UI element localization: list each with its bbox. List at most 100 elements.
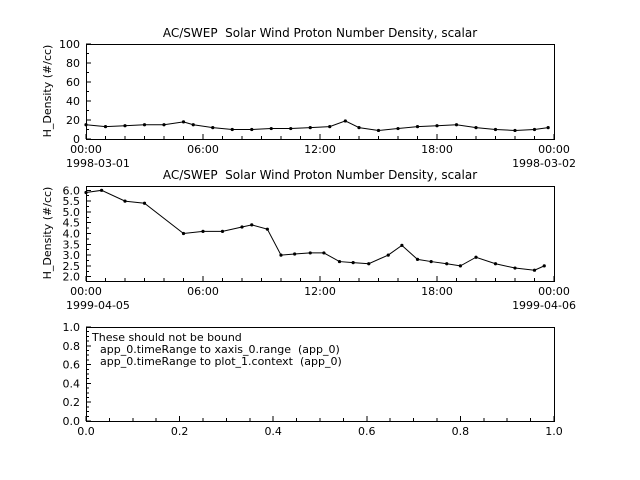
plot0-end-date: 1998-03-02 (512, 157, 576, 170)
data-point (386, 253, 390, 257)
y-tick-label: 0.6 (63, 359, 81, 372)
y-tick-label: 0.8 (63, 340, 81, 353)
data-point (279, 253, 283, 257)
y-tick-label: 2.5 (63, 260, 81, 273)
data-point (211, 126, 215, 130)
data-point (445, 262, 449, 266)
data-point (435, 124, 439, 128)
data-point (454, 123, 459, 127)
binding-note-line-1: These should not be bound (92, 331, 242, 344)
data-point (542, 264, 546, 268)
data-point (265, 227, 269, 231)
data-line (85, 120, 549, 131)
data-point (357, 126, 361, 130)
data-point (415, 257, 420, 262)
data-point (337, 259, 342, 264)
plot1-end-date: 1999-04-06 (512, 299, 576, 312)
data-point (308, 251, 312, 255)
data-point (191, 123, 195, 127)
data-point (328, 125, 332, 129)
plot-2: 0.0 0.2 0.4 0.6 0.8 1.0 0.0 0.2 0.4 0.6 0.8 1.0 (63, 321, 563, 438)
y-tick-label: 20 (66, 114, 80, 127)
data-point (458, 264, 462, 268)
data-point (293, 252, 297, 256)
data-point (513, 266, 517, 270)
x-tick-label: 00:00 (538, 285, 570, 298)
data-point (532, 127, 537, 132)
data-point (474, 255, 478, 259)
data-point (493, 127, 498, 132)
y-tick-label: 5.0 (63, 206, 81, 219)
data-point (181, 231, 186, 236)
x-tick-label: 0.6 (358, 425, 376, 438)
y-tick-label: 1.0 (63, 321, 81, 334)
x-tick-label: 12:00 (304, 285, 336, 298)
y-tick-label: 4.5 (63, 217, 81, 230)
plot-frame[interactable] (86, 186, 555, 282)
data-point (123, 124, 127, 128)
data-line (85, 189, 545, 271)
plot1-y-axis-label: H_Density (#/cc) (41, 186, 54, 280)
x-tick-label: 06:00 (187, 285, 219, 298)
data-point (269, 126, 273, 131)
data-point (532, 268, 537, 272)
data-point (396, 126, 400, 131)
data-point (240, 225, 244, 229)
data-point (308, 126, 312, 130)
data-point (513, 128, 517, 133)
y-tick-label: 60 (66, 76, 80, 89)
data-point (415, 125, 420, 129)
x-tick-label: 0.2 (171, 425, 189, 438)
y-tick-label: 100 (59, 38, 80, 51)
data-point (493, 262, 498, 266)
x-tick-label: 00:00 (70, 143, 102, 156)
data-point (84, 123, 88, 127)
data-point (400, 243, 404, 247)
plot1-title: AC/SWEP Solar Wind Proton Number Density… (162, 168, 478, 182)
data-point (84, 190, 88, 195)
data-point (220, 229, 225, 233)
data-point (142, 123, 147, 127)
x-tick-label: 0.8 (452, 425, 470, 438)
x-tick-label: 0.4 (264, 425, 282, 438)
data-point (351, 261, 355, 265)
data-point (181, 120, 186, 124)
plot-1: 00:00 06:00 12:00 18:00 00:002.02.53.03.54.0… (63, 184, 570, 298)
y-tick-label: 4.0 (63, 228, 81, 241)
data-point (376, 128, 381, 133)
data-point (367, 262, 371, 266)
y-tick-label: 40 (66, 95, 80, 108)
plot0-title: AC/SWEP Solar Wind Proton Number Density… (162, 26, 478, 40)
y-tick-label: 0.0 (63, 415, 81, 428)
y-tick-label: 0.4 (63, 377, 81, 390)
y-tick-label: 2.0 (63, 271, 81, 284)
plot1-start-date: 1999-04-05 (66, 299, 130, 312)
data-point (289, 126, 293, 131)
x-tick-label: 1.0 (545, 425, 563, 438)
data-point (103, 125, 108, 129)
data-point (230, 127, 234, 132)
data-point (546, 126, 550, 130)
data-point (250, 223, 254, 227)
y-tick-label: 80 (66, 57, 80, 70)
data-point (201, 229, 205, 233)
data-point (250, 127, 254, 132)
y-tick-label: 5.5 (63, 195, 81, 208)
data-point (322, 251, 326, 255)
data-point (162, 123, 166, 127)
plot0-y-axis-label: H_Density (#/cc) (41, 44, 54, 138)
y-tick-label: 0 (73, 133, 80, 146)
y-tick-label: 3.0 (63, 249, 81, 262)
plot0-start-date: 1998-03-01 (66, 157, 130, 170)
data-point (100, 188, 104, 192)
x-tick-label: 18:00 (421, 285, 453, 298)
x-tick-label: 18:00 (421, 143, 453, 156)
data-point (343, 119, 347, 123)
binding-note-line-2: app_0.timeRange to xaxis_0.range (app_0) (100, 343, 340, 356)
data-point (429, 259, 433, 264)
x-tick-label: 00:00 (70, 285, 102, 298)
data-point (142, 201, 147, 205)
